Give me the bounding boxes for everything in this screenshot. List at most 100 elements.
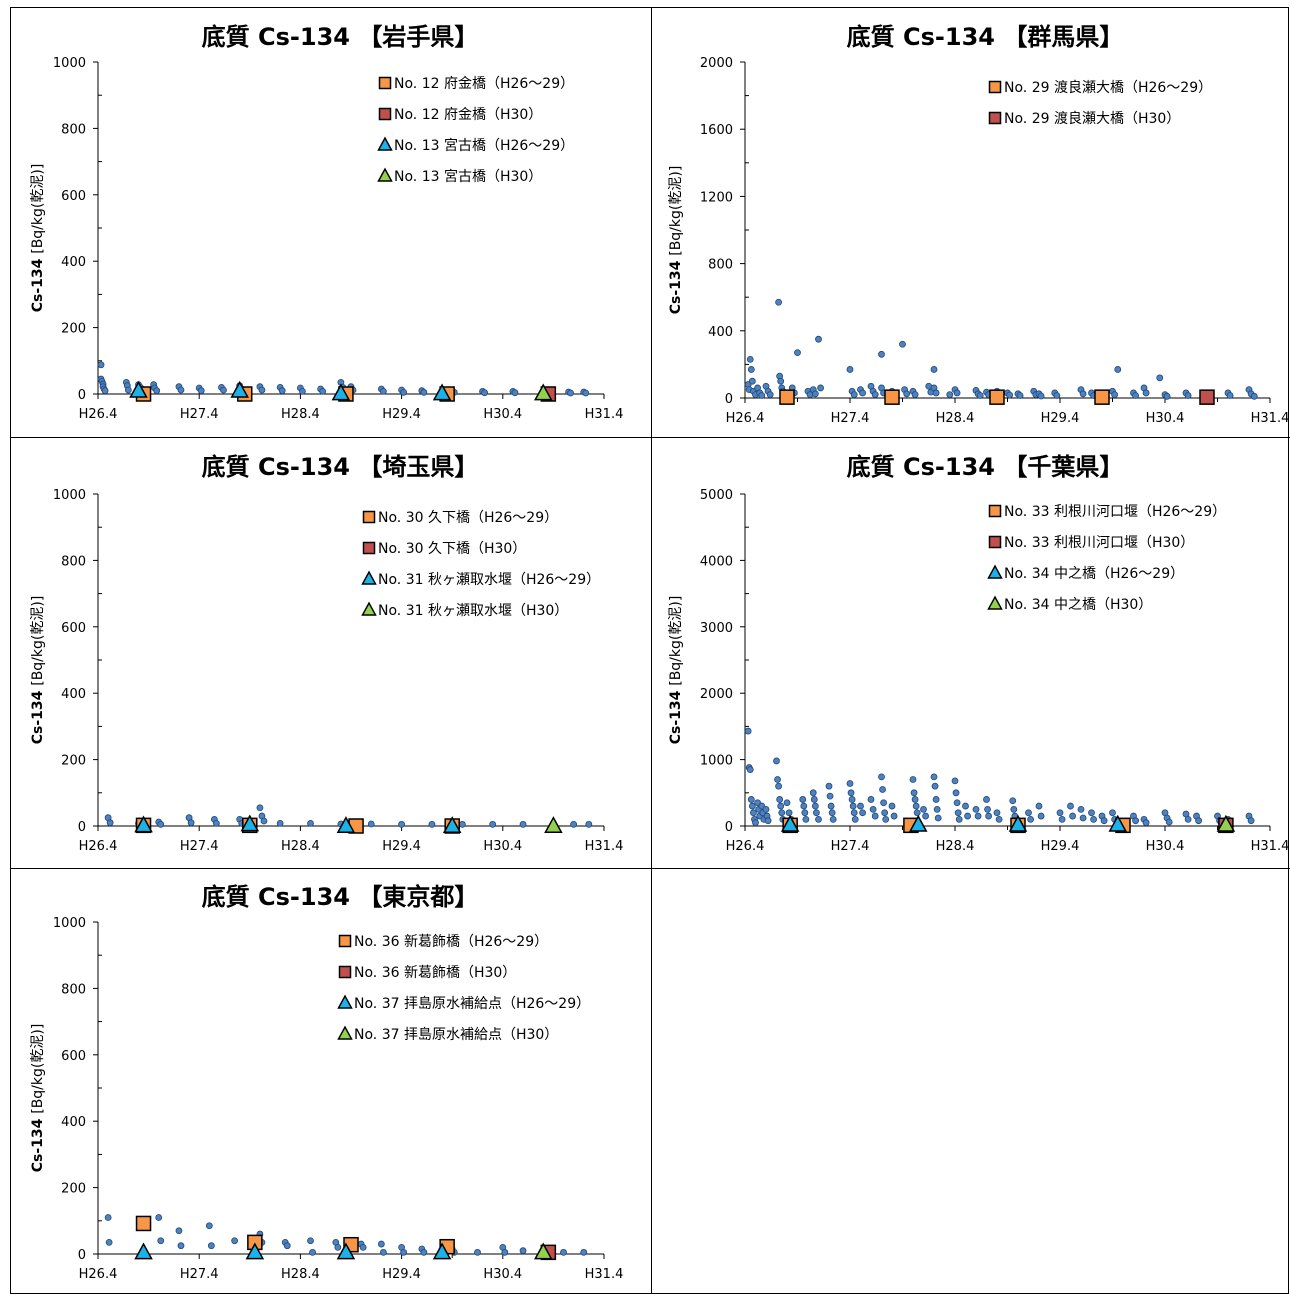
chart-title: 底質 Cs-134 【岩手県】 [202, 23, 479, 51]
measurement-point [104, 1214, 112, 1221]
measurement-point [899, 340, 906, 348]
measurement-point [827, 802, 835, 810]
x-tick-label: H28.4 [281, 407, 320, 422]
measurement-point [1090, 815, 1097, 823]
measurement-point [800, 802, 808, 810]
legend-label: No. 12 府金橋（H30） [394, 107, 542, 123]
legend-entry: No. 29 渡良瀬大橋（H30） [988, 111, 1180, 127]
measurement-point [1114, 366, 1122, 373]
y-tick-label: 0 [725, 820, 733, 835]
measurement-point [930, 773, 938, 781]
y-axis-label: Cs-134 [Bq/kg(乾泥)] [668, 166, 684, 315]
measurement-point [1142, 389, 1150, 397]
y-axis-label: Cs-134 [Bq/kg(乾泥)] [30, 164, 46, 313]
measurement-point [580, 1248, 588, 1256]
y-tick-label: 1600 [700, 123, 733, 138]
y-tick-label: 800 [61, 122, 86, 137]
measurement-point [871, 391, 879, 399]
measurement-point [857, 802, 864, 810]
series-point-triangle [544, 816, 563, 834]
y-tick-label: 1000 [53, 56, 86, 71]
x-tick-label: H27.4 [831, 839, 870, 854]
measurement-point [778, 809, 786, 817]
legend-entry: No. 30 久下橋（H26〜29） [362, 510, 558, 526]
legend-label: No. 37 拝島原水補給点（H30） [354, 1027, 558, 1043]
chart-panel-3: 底質 Cs-134 【埼玉県】 Cs-134 [Bq/kg(乾泥)] 0 200 400… [30, 453, 623, 854]
measurement-point [930, 366, 938, 373]
legend-label: No. 34 中之橋（H30） [1004, 597, 1152, 613]
y-tick-label: 600 [61, 189, 86, 204]
measurement-point [1077, 806, 1085, 813]
y-tick-label: 400 [61, 255, 86, 270]
legend-label: No. 13 宮古橋（H26〜29） [394, 138, 574, 154]
series-point-square [988, 504, 1002, 518]
y-tick-label: 3000 [700, 621, 733, 636]
measurement-point [903, 390, 911, 398]
measurement-point [359, 1243, 367, 1251]
series-point-triangle [780, 814, 800, 832]
legend-entry: No. 13 宮古橋（H26〜29） [377, 136, 574, 154]
measurement-point [758, 392, 766, 399]
measurement-point [519, 1247, 527, 1255]
measurement-point [922, 812, 929, 820]
measurement-point [825, 782, 833, 790]
y-tick-label: 0 [78, 388, 86, 403]
legend-entry: No. 33 利根川河口堰（H26〜29） [988, 504, 1226, 520]
legend-label: No. 31 秋ヶ瀬取水堰（H30） [378, 603, 568, 619]
measurement-point [878, 350, 885, 358]
measurement-point [400, 1248, 408, 1256]
series-point-triangle [534, 383, 553, 401]
measurement-point [256, 804, 264, 812]
measurement-point [334, 1243, 342, 1251]
series-point-triangle [1008, 814, 1028, 832]
measurement-point [951, 777, 959, 785]
series-point-triangle [377, 167, 393, 182]
legend-entry: No. 34 中之橋（H26〜29） [987, 564, 1184, 582]
measurement-point [1006, 391, 1013, 399]
y-tick-label: 0 [78, 1248, 86, 1263]
chart-panel-5: 底質 Cs-134 【東京都】 Cs-134 [Bq/kg(乾泥)] 0 200 400… [30, 883, 623, 1282]
measurement-point [309, 1248, 316, 1256]
measurement-point [859, 389, 866, 397]
series-point-square [989, 389, 1005, 405]
y-tick-label: 200 [61, 1182, 86, 1197]
measurement-point [888, 802, 896, 810]
measurement-point [1037, 392, 1045, 400]
series-point-triangle [987, 564, 1003, 579]
x-tick-label: H26.4 [79, 407, 118, 422]
measurement-point [799, 796, 807, 803]
series-point-triangle [361, 601, 377, 616]
series-point-square [988, 80, 1002, 94]
measurement-point [746, 355, 754, 363]
x-tick-label: H29.4 [1041, 839, 1080, 854]
measurement-point [972, 806, 980, 813]
legend-label: No. 12 府金橋（H26〜29） [394, 76, 574, 92]
y-axis-label: Cs-134 [Bq/kg(乾泥)] [30, 596, 46, 745]
x-tick-label: H31.4 [585, 839, 624, 854]
measurement-point [501, 1248, 509, 1256]
measurement-point [177, 1242, 185, 1250]
y-tick-label: 0 [78, 820, 86, 835]
measurement-point [157, 1237, 165, 1245]
measurement-point [911, 796, 919, 803]
x-tick-label: H26.4 [726, 839, 765, 854]
y-axis-label: Cs-134 [Bq/kg(乾泥)] [668, 596, 684, 745]
measurement-point [774, 776, 781, 783]
y-tick-label: 800 [61, 982, 86, 997]
measurement-point [101, 387, 109, 395]
x-tick-label: H30.4 [483, 407, 522, 422]
measurement-point [933, 806, 941, 813]
measurement-point [912, 802, 920, 810]
measurement-point [775, 782, 782, 790]
measurement-point [1195, 817, 1202, 825]
measurement-point [867, 796, 875, 803]
measurement-point [890, 812, 898, 820]
measurement-point [585, 820, 593, 828]
page-border [10, 7, 1289, 1294]
measurement-point [153, 387, 161, 395]
measurement-point [964, 812, 971, 820]
measurement-point [420, 388, 428, 396]
legend-entry: No. 30 久下橋（H30） [362, 541, 526, 557]
legend-entry: No. 12 府金橋（H26〜29） [378, 76, 574, 92]
x-tick-label: H26.4 [79, 839, 118, 854]
